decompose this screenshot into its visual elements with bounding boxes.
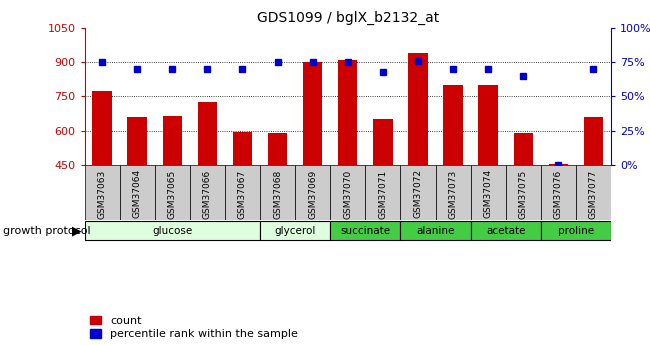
Bar <box>478 85 498 165</box>
Text: GSM37065: GSM37065 <box>168 169 177 219</box>
Text: GSM37073: GSM37073 <box>448 169 458 219</box>
Bar <box>584 117 603 165</box>
Text: glucose: glucose <box>152 226 192 236</box>
Bar <box>155 165 190 220</box>
Bar <box>260 221 330 240</box>
Text: GSM37067: GSM37067 <box>238 169 247 219</box>
Text: GSM37066: GSM37066 <box>203 169 212 219</box>
Bar <box>541 165 576 220</box>
Bar <box>549 164 568 165</box>
Text: growth protocol: growth protocol <box>3 226 91 236</box>
Bar <box>408 53 428 165</box>
Text: acetate: acetate <box>486 226 525 236</box>
Bar <box>92 90 112 165</box>
Legend: count, percentile rank within the sample: count, percentile rank within the sample <box>90 316 298 339</box>
Bar <box>330 165 365 220</box>
Text: GSM37076: GSM37076 <box>554 169 563 219</box>
Bar <box>338 60 358 165</box>
Text: GSM37077: GSM37077 <box>589 169 598 219</box>
Bar <box>471 165 506 220</box>
Bar <box>225 165 260 220</box>
Text: GSM37074: GSM37074 <box>484 169 493 218</box>
Bar <box>190 165 225 220</box>
Bar <box>400 221 471 240</box>
Bar <box>268 133 287 165</box>
Bar <box>541 221 611 240</box>
Text: proline: proline <box>558 226 594 236</box>
Text: GSM37075: GSM37075 <box>519 169 528 219</box>
Bar <box>162 116 182 165</box>
Text: GSM37070: GSM37070 <box>343 169 352 219</box>
Bar <box>330 221 400 240</box>
Text: GSM37063: GSM37063 <box>98 169 107 219</box>
Bar <box>303 62 322 165</box>
Bar <box>576 165 611 220</box>
Bar <box>198 102 217 165</box>
Bar <box>84 165 120 220</box>
Bar <box>365 165 400 220</box>
Bar <box>233 132 252 165</box>
Bar <box>514 133 533 165</box>
Bar <box>436 165 471 220</box>
Bar <box>127 117 147 165</box>
Text: ▶: ▶ <box>72 224 81 237</box>
Text: succinate: succinate <box>340 226 391 236</box>
Text: GSM37071: GSM37071 <box>378 169 387 219</box>
Bar <box>120 165 155 220</box>
Bar <box>260 165 295 220</box>
Bar <box>471 221 541 240</box>
Text: glycerol: glycerol <box>274 226 316 236</box>
Bar <box>506 165 541 220</box>
Bar <box>84 221 260 240</box>
Text: GSM37068: GSM37068 <box>273 169 282 219</box>
Title: GDS1099 / bglX_b2132_at: GDS1099 / bglX_b2132_at <box>257 11 439 25</box>
Text: GSM37069: GSM37069 <box>308 169 317 219</box>
Bar <box>373 119 393 165</box>
Bar <box>400 165 436 220</box>
Text: GSM37064: GSM37064 <box>133 169 142 218</box>
Text: GSM37072: GSM37072 <box>413 169 423 218</box>
Text: alanine: alanine <box>416 226 455 236</box>
Bar <box>443 85 463 165</box>
Bar <box>295 165 330 220</box>
